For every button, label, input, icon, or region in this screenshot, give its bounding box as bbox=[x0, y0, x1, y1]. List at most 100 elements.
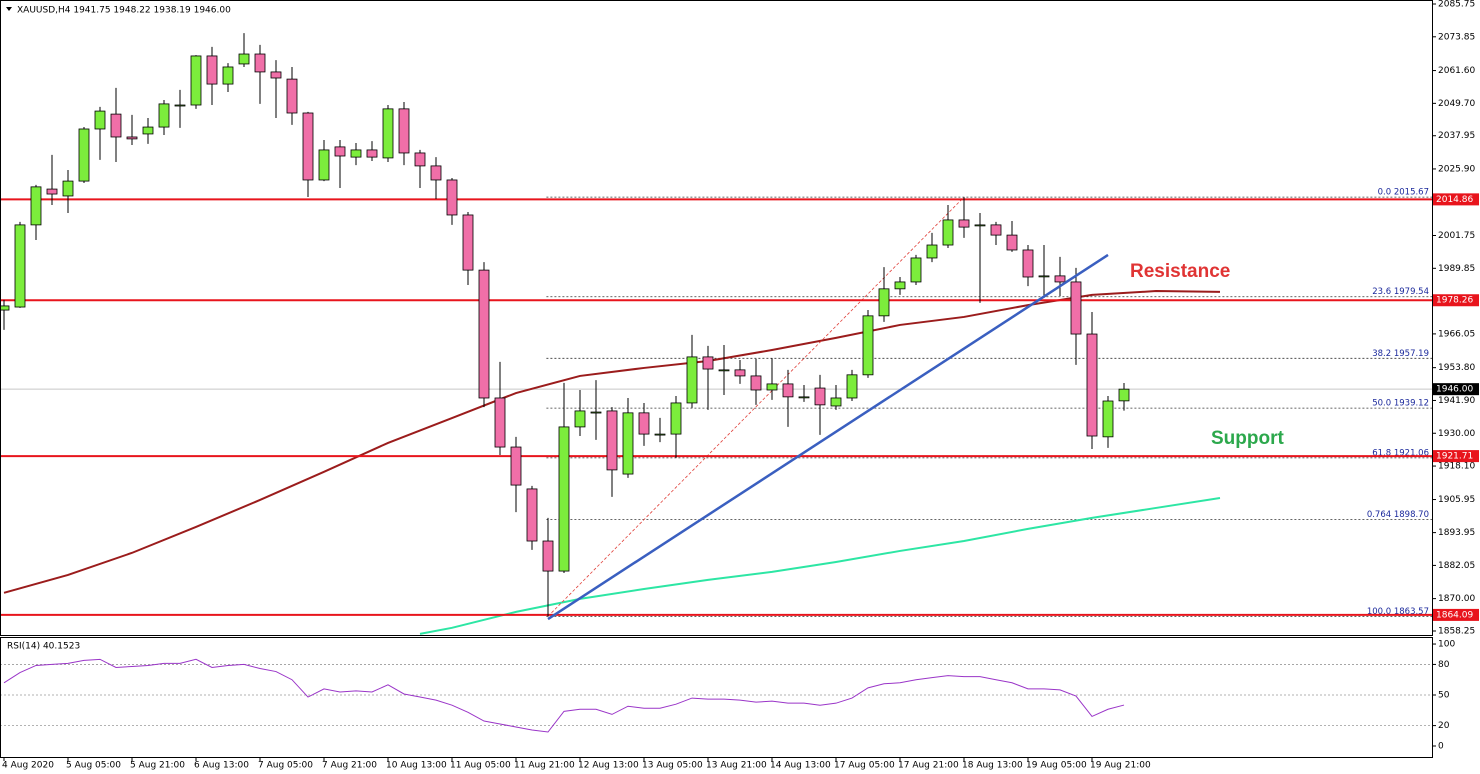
candle-body bbox=[510, 446, 522, 486]
y-tick-label: 2001.75 bbox=[1438, 231, 1475, 241]
level-box bbox=[1433, 450, 1479, 463]
candle-body bbox=[94, 110, 106, 130]
candle-body bbox=[1054, 275, 1066, 283]
level-label: 1978.26 bbox=[1436, 296, 1473, 306]
candle-body bbox=[654, 433, 666, 436]
fib-label: 0.0 2015.67 bbox=[1378, 188, 1429, 198]
annotation: Resistance bbox=[1130, 261, 1230, 282]
candle-body bbox=[750, 375, 762, 391]
candle-body bbox=[814, 387, 826, 406]
candle-body bbox=[462, 214, 474, 271]
candle-body bbox=[302, 112, 314, 181]
level-box bbox=[1433, 193, 1479, 206]
candle-body bbox=[158, 103, 170, 128]
x-tick-label: 11 Aug 05:00 bbox=[450, 761, 511, 771]
rsi-plot bbox=[1, 658, 1432, 733]
fib-label: 23.6 1979.54 bbox=[1372, 287, 1429, 297]
level-label: 2014.86 bbox=[1436, 195, 1473, 205]
fib-label: 0.764 1898.70 bbox=[1367, 510, 1429, 520]
candle-body bbox=[206, 55, 218, 85]
candle-body bbox=[894, 281, 906, 290]
candle-body bbox=[558, 426, 570, 572]
candle-body bbox=[878, 288, 890, 317]
y-tick-label: 1918.10 bbox=[1438, 462, 1475, 472]
y-tick-label: 2049.70 bbox=[1438, 99, 1475, 109]
candle-body bbox=[494, 397, 506, 448]
fib-diagonal bbox=[547, 196, 965, 617]
x-tick-label: 7 Aug 05:00 bbox=[258, 761, 313, 771]
candle-body bbox=[254, 53, 266, 73]
y-tick-label: 1941.90 bbox=[1438, 396, 1475, 406]
y-tick-label: 2073.85 bbox=[1438, 32, 1475, 42]
trendline bbox=[547, 253, 1109, 621]
last-price-label: 1946.00 bbox=[1436, 385, 1473, 395]
x-tick-label: 5 Aug 05:00 bbox=[66, 761, 121, 771]
candle-body bbox=[910, 257, 922, 283]
candle-body bbox=[1070, 281, 1082, 335]
candle-body bbox=[222, 66, 234, 85]
rsi-tick-label: 80 bbox=[1438, 660, 1450, 670]
candle-body bbox=[990, 224, 1002, 236]
y-tick-label: 1858.25 bbox=[1438, 627, 1475, 637]
title-icon bbox=[6, 7, 12, 11]
rsi-tick-label: 100 bbox=[1438, 640, 1455, 650]
candle-body bbox=[30, 186, 42, 226]
y-tick-label: 2025.90 bbox=[1438, 164, 1475, 174]
candle-body bbox=[958, 219, 970, 228]
annotation: Support bbox=[1211, 428, 1284, 449]
candle-body bbox=[862, 315, 874, 376]
fib-label: 100.0 1863.57 bbox=[1367, 607, 1429, 617]
candle-body bbox=[382, 108, 394, 159]
level-label: 1921.71 bbox=[1436, 452, 1473, 462]
y-tick-label: 1966.05 bbox=[1438, 329, 1475, 339]
candle-body bbox=[734, 369, 746, 377]
candle-body bbox=[366, 149, 378, 158]
candle-body bbox=[926, 244, 938, 259]
candle-body bbox=[1, 305, 10, 311]
candle-body bbox=[590, 411, 602, 414]
x-tick-label: 18 Aug 13:00 bbox=[962, 761, 1023, 771]
x-tick-label: 19 Aug 21:00 bbox=[1090, 761, 1151, 771]
candle-body bbox=[1118, 388, 1130, 402]
x-tick-label: 12 Aug 13:00 bbox=[578, 761, 639, 771]
y-tick-label: 2085.75 bbox=[1438, 0, 1475, 9]
y-tick-label: 1882.05 bbox=[1438, 561, 1475, 571]
candle-body bbox=[798, 396, 810, 399]
candle-body bbox=[430, 165, 442, 181]
candle-body bbox=[14, 224, 26, 308]
candle-body bbox=[78, 128, 90, 182]
y-tick-label: 1870.00 bbox=[1438, 594, 1475, 604]
x-tick-label: 7 Aug 21:00 bbox=[322, 761, 377, 771]
candle-body bbox=[942, 219, 954, 246]
moving-average bbox=[419, 497, 1221, 635]
candle-body bbox=[846, 374, 858, 399]
rsi-tick-label: 20 bbox=[1438, 721, 1450, 731]
x-tick-label: 5 Aug 21:00 bbox=[130, 761, 185, 771]
candle-body bbox=[1022, 249, 1034, 278]
candle-body bbox=[398, 108, 410, 154]
y-tick-label: 1893.95 bbox=[1438, 528, 1475, 538]
candle-body bbox=[1006, 234, 1018, 251]
candle-body bbox=[286, 78, 298, 114]
y-tick-label: 2037.95 bbox=[1438, 131, 1475, 141]
candle-body bbox=[670, 402, 682, 435]
level-box bbox=[1433, 608, 1479, 621]
candle-body bbox=[62, 180, 74, 197]
candle-body bbox=[110, 113, 122, 138]
candle-body bbox=[174, 104, 186, 107]
candle-body bbox=[686, 356, 698, 404]
x-tick-label: 19 Aug 05:00 bbox=[1026, 761, 1087, 771]
candle-body bbox=[414, 152, 426, 167]
fib-label: 50.0 1939.12 bbox=[1372, 399, 1429, 409]
level-label: 1864.09 bbox=[1436, 610, 1473, 620]
candle-body bbox=[974, 224, 986, 227]
x-tick-label: 17 Aug 05:00 bbox=[834, 761, 895, 771]
last-price-box bbox=[1433, 383, 1479, 396]
candle-body bbox=[718, 369, 730, 372]
candle-body bbox=[126, 136, 138, 140]
candle-body bbox=[638, 412, 650, 435]
chart-title: XAUUSD,H4 1941.75 1948.22 1938.19 1946.0… bbox=[17, 6, 231, 16]
